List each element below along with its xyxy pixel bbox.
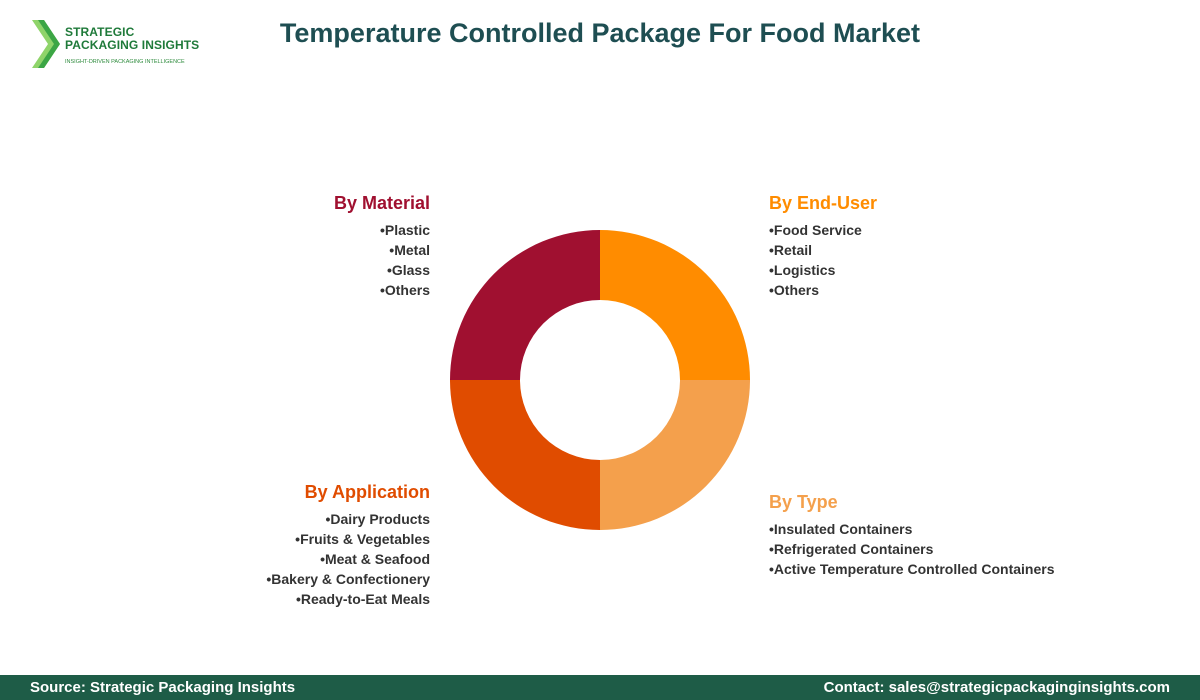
segment-title-application: By Application bbox=[304, 482, 430, 502]
footer-bar: Source: Strategic Packaging Insights Con… bbox=[0, 675, 1200, 700]
segment-item: Refrigerated Containers bbox=[769, 539, 1054, 559]
segment-item: Dairy Products bbox=[266, 509, 430, 529]
donut-slice-end-user bbox=[600, 230, 750, 380]
segment-group-type: By Type Insulated Containers Refrigerate… bbox=[769, 492, 1054, 579]
logo-tagline: INSIGHT-DRIVEN PACKAGING INTELLIGENCE bbox=[65, 59, 185, 65]
footer-contact: Contact: sales@strategicpackaginginsight… bbox=[823, 679, 1170, 696]
segment-item: Food Service bbox=[769, 220, 877, 240]
segment-item: Plastic bbox=[334, 220, 430, 240]
segment-item: Bakery & Confectionery bbox=[266, 569, 430, 589]
page-title: Temperature Controlled Package For Food … bbox=[279, 18, 921, 48]
brand-logo: STRATEGIC PACKAGING INSIGHTS INSIGHT-DRI… bbox=[30, 18, 220, 73]
segment-item: Others bbox=[334, 280, 430, 300]
segment-title-material: By Material bbox=[333, 193, 430, 213]
donut-slice-material bbox=[450, 230, 600, 380]
logo-wordmark-line2: PACKAGING INSIGHTS bbox=[65, 38, 200, 52]
footer-source: Source: Strategic Packaging Insights bbox=[30, 679, 296, 696]
segment-title-type: By Type bbox=[769, 492, 838, 512]
segment-item: Metal bbox=[334, 240, 430, 260]
segment-item: Insulated Containers bbox=[769, 519, 1054, 539]
segment-item: Fruits & Vegetables bbox=[266, 529, 430, 549]
segment-item: Ready-to-Eat Meals bbox=[266, 589, 430, 609]
donut-slice-type bbox=[600, 380, 750, 530]
segment-title-end-user: By End-User bbox=[769, 193, 878, 213]
segment-group-application: By Application Dairy Products Fruits & V… bbox=[266, 482, 430, 609]
segment-item: Meat & Seafood bbox=[266, 549, 430, 569]
segment-item: Others bbox=[769, 280, 877, 300]
segment-group-material: By Material Plastic Metal Glass Others bbox=[334, 193, 430, 300]
donut-slice-application bbox=[450, 380, 600, 530]
segment-item: Glass bbox=[334, 260, 430, 280]
segment-item: Retail bbox=[769, 240, 877, 260]
segment-item: Logistics bbox=[769, 260, 877, 280]
segment-donut-chart bbox=[450, 230, 750, 530]
segment-group-end-user: By End-User Food Service Retail Logistic… bbox=[769, 193, 877, 300]
logo-chevron-icon bbox=[32, 20, 60, 68]
segment-item: Active Temperature Controlled Containers bbox=[769, 559, 1055, 579]
logo-wordmark-line1: STRATEGIC bbox=[65, 25, 135, 39]
